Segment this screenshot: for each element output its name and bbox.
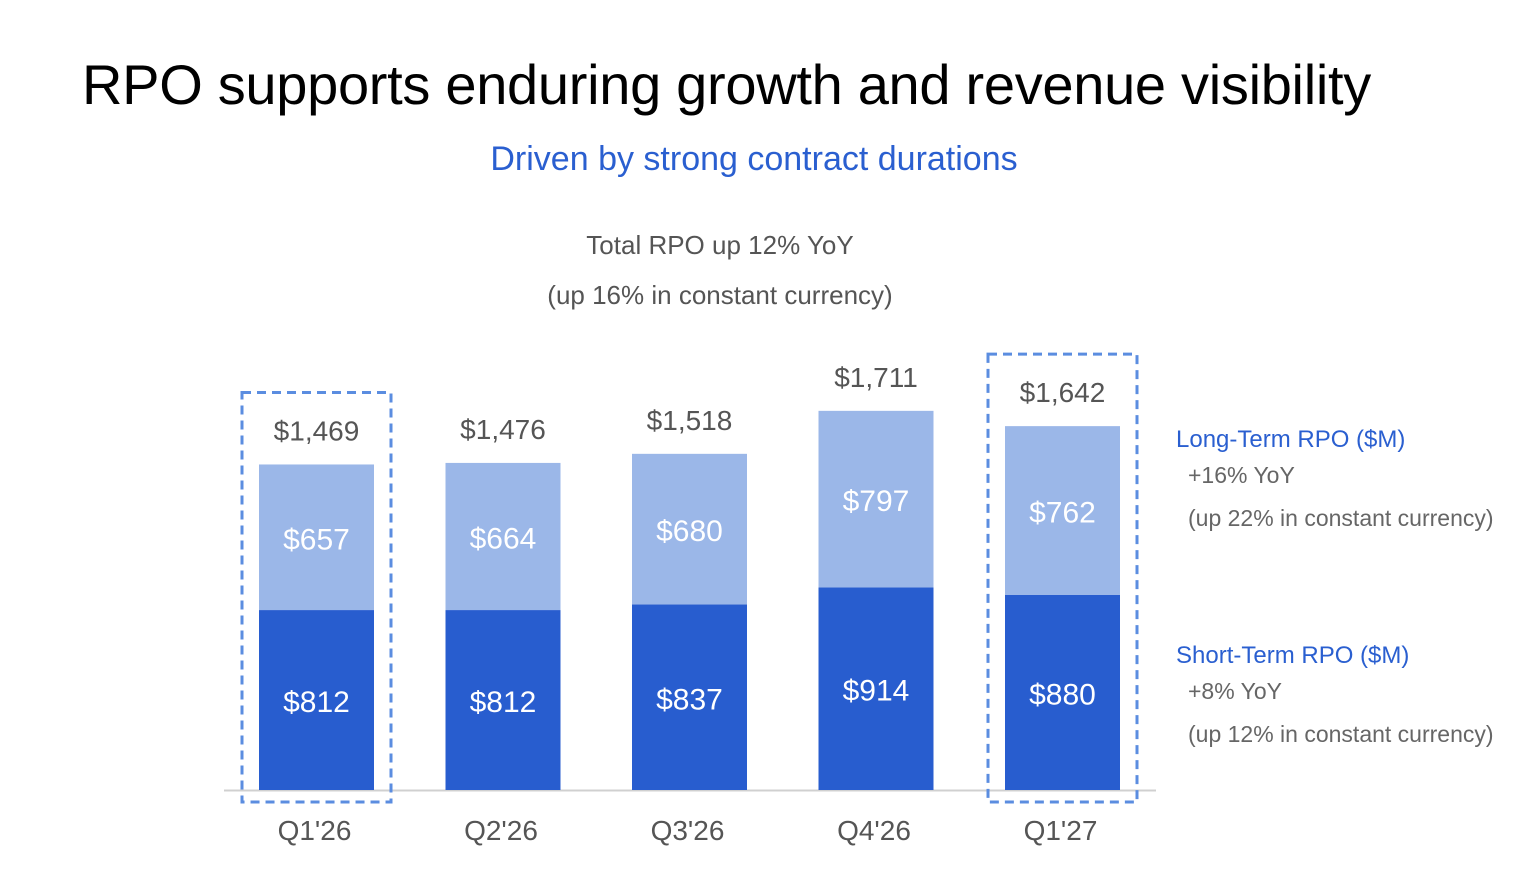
data-label-short-term: $837 <box>656 683 723 716</box>
bar-short-term <box>632 604 747 790</box>
bar-long-term <box>632 453 747 605</box>
bar-long-term <box>445 462 561 611</box>
bar-short-term <box>818 587 934 790</box>
highlight-box <box>240 390 393 804</box>
bar-long-term <box>818 410 934 588</box>
data-label-long-term: $762 <box>1029 497 1096 530</box>
data-label-long-term: $664 <box>470 522 537 555</box>
x-tick-label: Q2'26 <box>464 815 538 846</box>
legend-long-term-yoy: +16% YoY <box>1188 462 1295 488</box>
total-label: $1,711 <box>834 362 918 393</box>
total-label: $1,642 <box>1020 377 1106 408</box>
x-tick-label: Q3'26 <box>651 815 725 846</box>
legend-long-term-title: Long-Term RPO ($M) <box>1176 426 1406 453</box>
legend-short-term-yoy: +8% YoY <box>1188 678 1283 704</box>
x-tick-label: Q1'27 <box>1024 815 1098 846</box>
data-label-short-term: $914 <box>843 675 910 708</box>
bar-short-term <box>1005 594 1120 790</box>
bar-long-term <box>259 464 374 611</box>
legend-short-term-cc: (up 12% in constant currency) <box>1188 721 1494 747</box>
legend-short-term: Short-Term RPO ($M) +8% YoY (up 12% in c… <box>1176 642 1494 756</box>
data-label-long-term: $797 <box>843 485 910 518</box>
data-label-long-term: $657 <box>283 523 350 556</box>
total-label: $1,518 <box>647 405 733 436</box>
total-rpo-note: Total RPO up 12% YoY (up 16% in constant… <box>420 220 1020 320</box>
legend-long-term: Long-Term RPO ($M) +16% YoY (up 22% in c… <box>1176 426 1494 540</box>
legend-long-term-cc: (up 22% in constant currency) <box>1188 505 1494 531</box>
total-rpo-growth: Total RPO up 12% YoY <box>586 230 854 260</box>
x-tick-label: Q4'26 <box>837 815 911 846</box>
bar-short-term <box>445 610 561 790</box>
data-label-short-term: $880 <box>1029 678 1096 711</box>
legend-short-term-title: Short-Term RPO ($M) <box>1176 642 1410 669</box>
page-title: RPO supports enduring growth and revenue… <box>82 53 1371 116</box>
data-label-long-term: $680 <box>656 515 723 548</box>
data-label-short-term: $812 <box>470 686 537 719</box>
total-label: $1,469 <box>274 415 360 446</box>
bar-long-term <box>1005 426 1120 595</box>
total-rpo-cc-growth: (up 16% in constant currency) <box>547 280 893 310</box>
bar-short-term <box>259 610 374 790</box>
total-label: $1,476 <box>460 414 546 445</box>
page-subtitle: Driven by strong contract durations <box>490 140 1018 178</box>
data-label-short-term: $812 <box>283 686 350 719</box>
x-tick-label: Q1'26 <box>278 815 352 846</box>
